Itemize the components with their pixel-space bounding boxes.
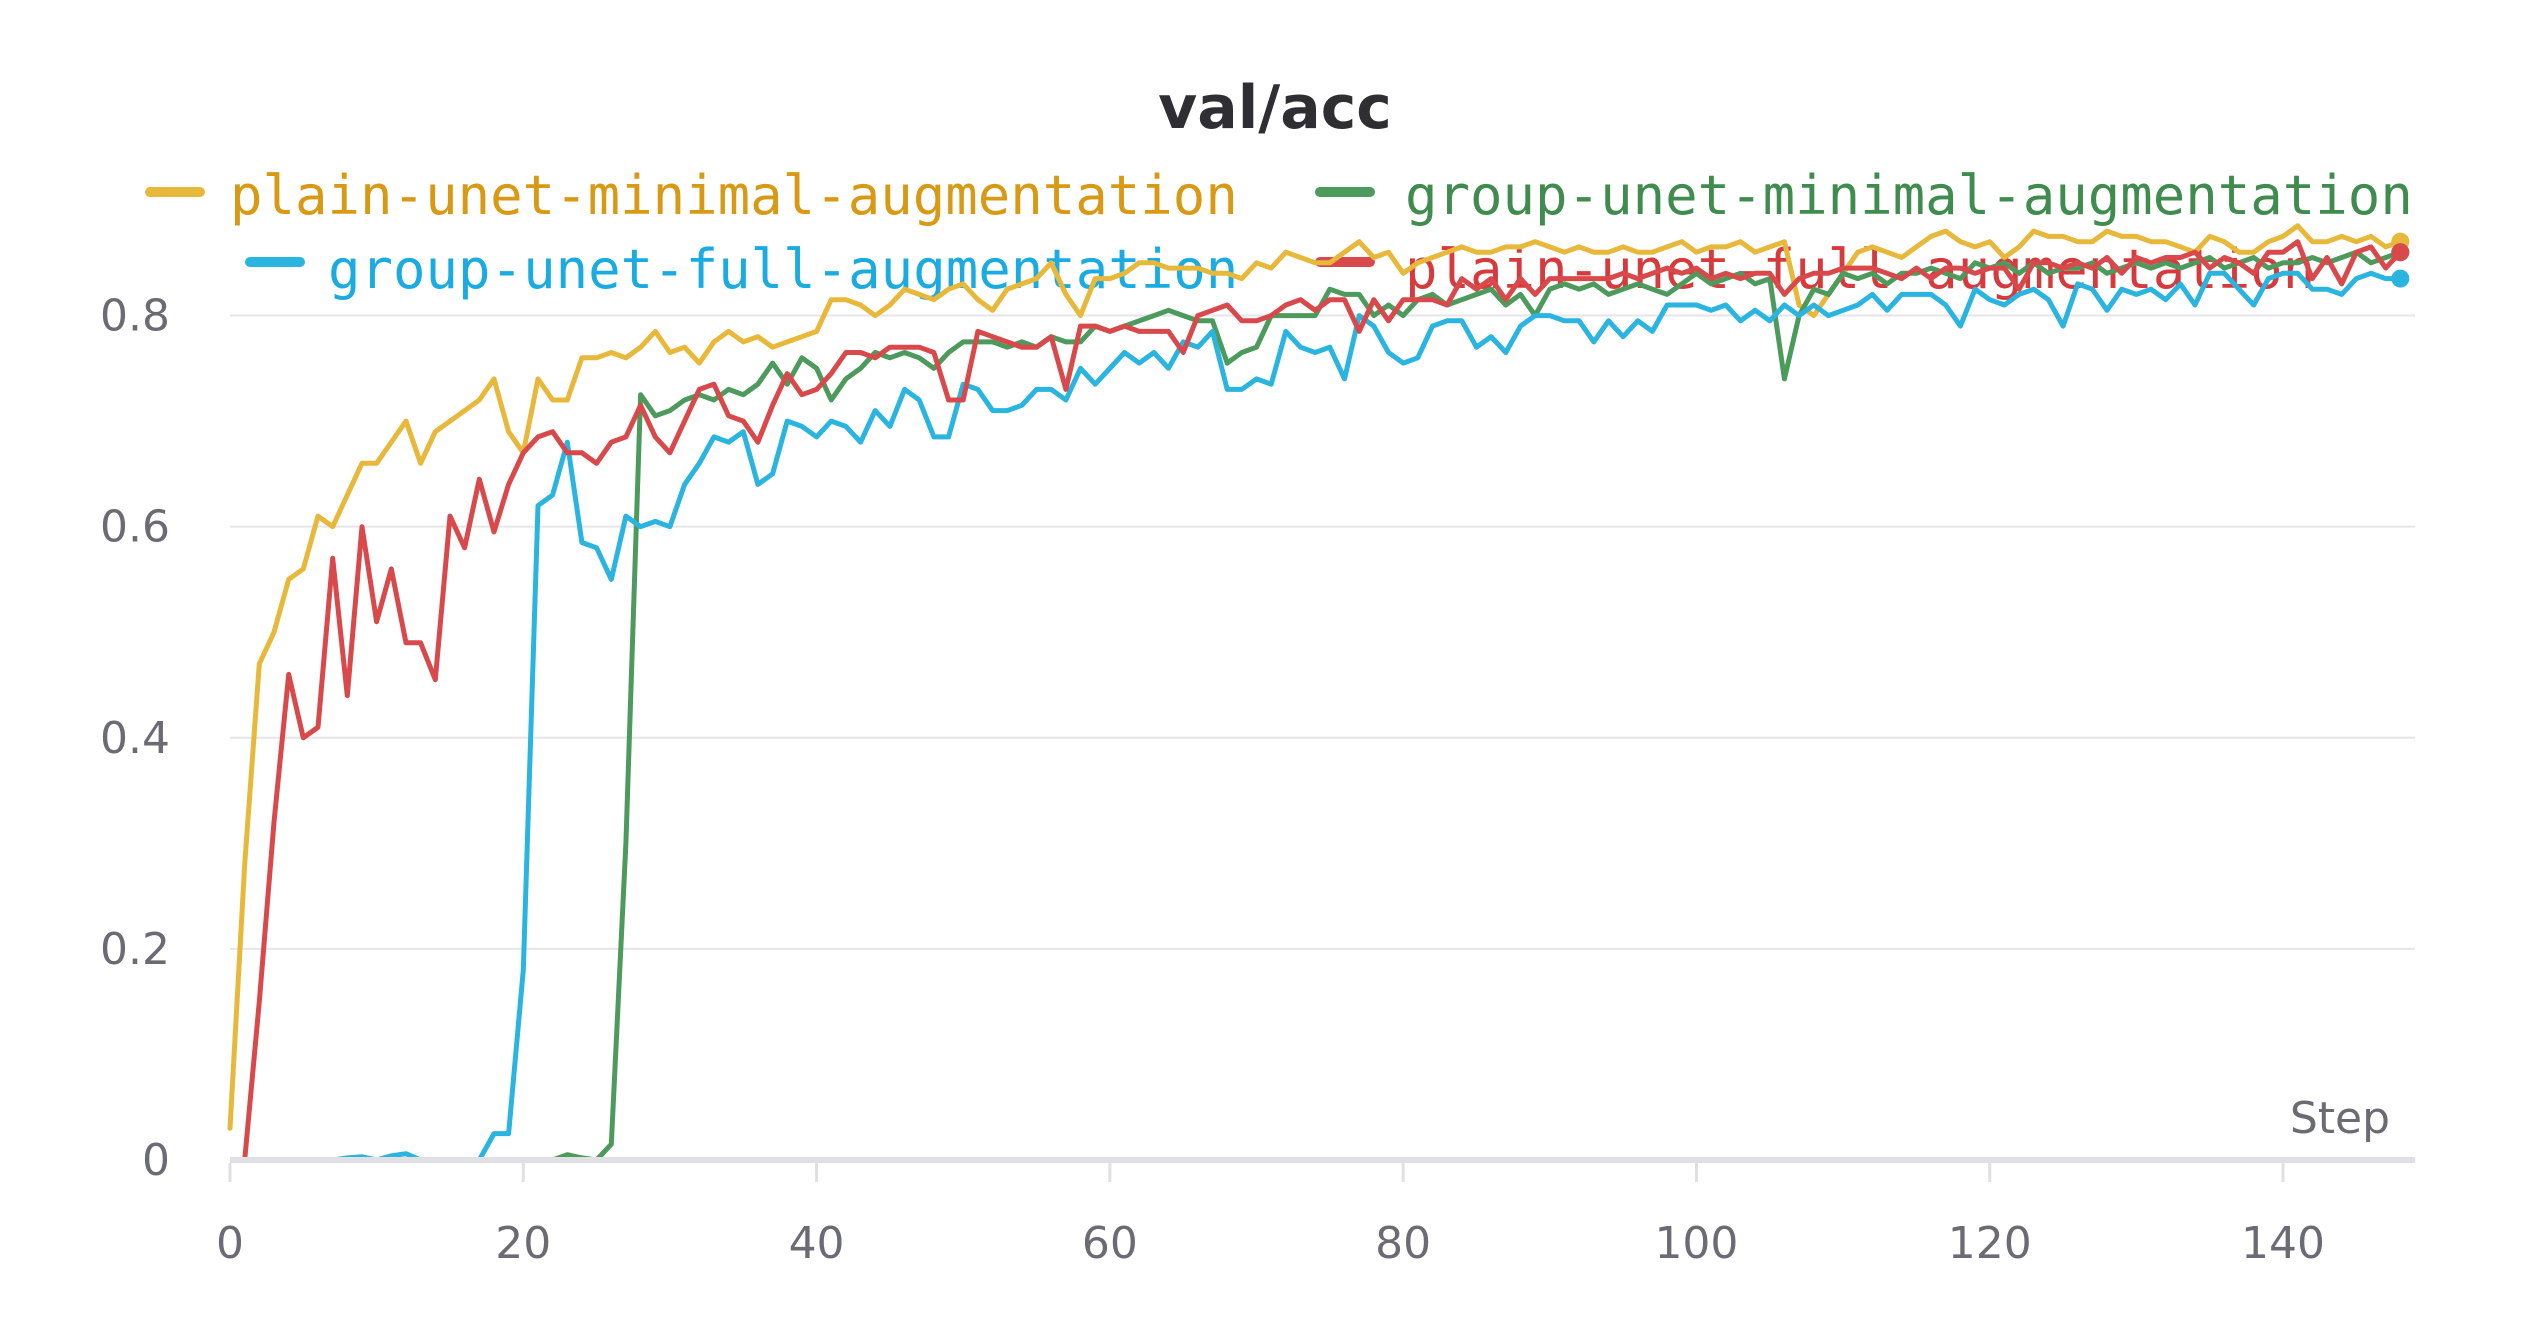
series-line-plain-unet-full-augmentation [242, 239, 2403, 1163]
axes: 0 0.2 0.4 0.6 0.8 0 20 40 60 80 100 120 140 [100, 291, 2415, 1269]
y-tick-label: 0 [142, 1135, 170, 1186]
legend-item[interactable]: plain-unet-minimal-augmentation [145, 164, 1238, 227]
legend-label: group-unet-full-augmentation [328, 238, 1238, 301]
x-tick-label: 100 [1654, 1218, 1738, 1269]
legend-label: group-unet-minimal-augmentation [1405, 164, 2413, 227]
y-tick-label: 0.4 [100, 713, 170, 764]
legend-item[interactable]: group-unet-minimal-augmentation [1315, 164, 2413, 227]
y-tick-label: 0.8 [100, 291, 170, 342]
series-line-plain-unet-minimal-augmentation [227, 223, 2403, 1131]
x-tick-label: 60 [1082, 1218, 1138, 1269]
series-end-point [2391, 269, 2410, 288]
y-tick-label: 0.6 [100, 502, 170, 553]
y-tick-label: 0.2 [100, 924, 170, 975]
series-line-group-unet-minimal-augmentation [535, 249, 2403, 1163]
legend-item[interactable]: group-unet-full-augmentation [245, 238, 1238, 301]
legend-label: plain-unet-minimal-augmentation [230, 164, 1238, 227]
chart-title: val/acc [1158, 73, 1392, 143]
gridlines [230, 314, 2415, 950]
x-tick-label: 80 [1375, 1218, 1431, 1269]
x-tick-label: 120 [1948, 1218, 2032, 1269]
legend: plain-unet-minimal-augmentation group-une… [145, 164, 2413, 301]
series-end-point [2391, 243, 2410, 262]
x-tick-label: 20 [495, 1218, 551, 1269]
x-tick-label: 140 [2241, 1218, 2325, 1269]
series-lines [227, 223, 2410, 1163]
x-tick-label: 40 [789, 1218, 845, 1269]
x-axis-label: Step [2290, 1093, 2390, 1144]
x-tick-label: 0 [216, 1218, 244, 1269]
